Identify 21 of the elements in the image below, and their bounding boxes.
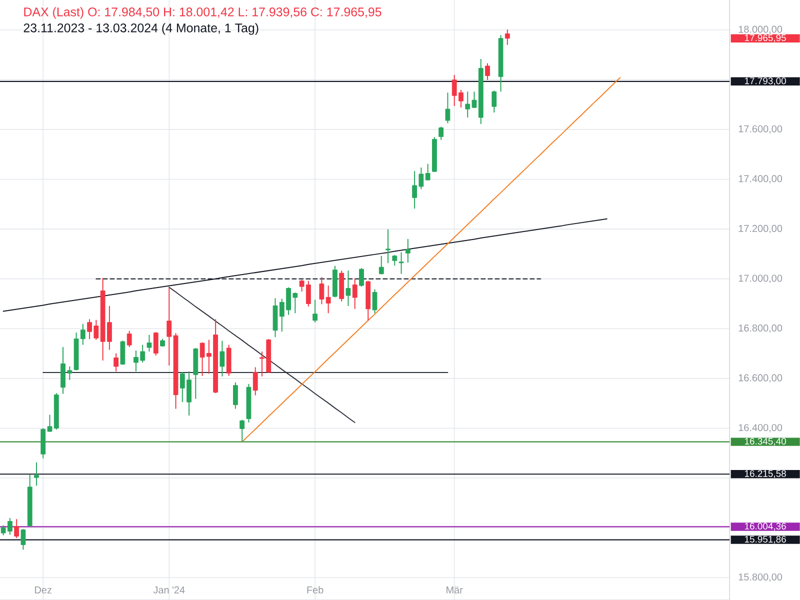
y-tick-label: 17.400,00 — [738, 175, 782, 184]
x-tick-label: Dez — [35, 586, 52, 594]
x-tick-label: Mär — [446, 586, 463, 594]
text: 23.11.2023 - 13.03.2024 (4 Monate, 1 Tag) — [24, 23, 258, 35]
ref-line-label: 16.215,58 — [744, 470, 786, 478]
ref-line-label: 15.951,86 — [744, 536, 786, 544]
text: DAX (Last) O: 17.984,50 H: 18.001,42 L: 17.939,56 C: 17.965,95 — [24, 7, 382, 19]
ref-line-label: 16.004,36 — [744, 522, 786, 531]
y-tick-label: 16.400,00 — [738, 424, 782, 432]
text: 17.965,95 — [744, 34, 786, 42]
y-tick-label: 16.800,00 — [738, 324, 782, 333]
y-tick-label: 15.800,00 — [738, 573, 782, 582]
x-tick-label: Jan '24 — [153, 586, 185, 594]
ref-line-label: 17.793,00 — [744, 77, 786, 86]
y-tick-label: 17.200,00 — [738, 224, 782, 234]
y-tick-label: 17.000,00 — [738, 274, 782, 283]
x-tick-label: Feb — [307, 586, 324, 594]
ref-line-label: 16.345,40 — [744, 438, 786, 446]
y-tick-label: 16.600,00 — [738, 374, 782, 383]
y-tick-label: 17.600,00 — [738, 125, 782, 134]
y-tick-label: 18.000,00 — [738, 26, 782, 34]
